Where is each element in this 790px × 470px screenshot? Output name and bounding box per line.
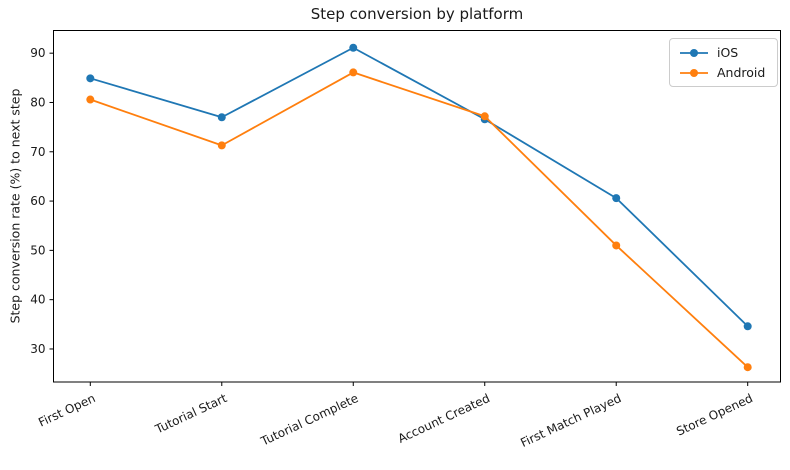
data-point-android xyxy=(612,241,621,250)
y-tick-label: 60 xyxy=(30,194,45,208)
data-point-ios xyxy=(612,194,621,203)
y-tick-label: 40 xyxy=(30,293,45,307)
x-tick-label: Tutorial Complete xyxy=(258,391,361,449)
y-axis-label: Step conversion rate (%) to next step xyxy=(7,88,23,324)
legend-item-android: Android xyxy=(679,65,767,80)
legend-line-marker-icon xyxy=(680,48,708,57)
x-tick-label: Account Created xyxy=(396,391,492,446)
axes-frame xyxy=(53,30,781,383)
data-point-ios xyxy=(217,113,226,122)
legend: iOS Android xyxy=(669,38,778,87)
x-tick-label: First Open xyxy=(36,391,97,430)
data-point-ios xyxy=(349,43,358,52)
y-tick-label: 90 xyxy=(30,46,45,60)
data-point-android xyxy=(86,95,95,104)
legend-label-ios: iOS xyxy=(717,45,739,60)
x-tick-label: Tutorial Start xyxy=(152,391,229,437)
x-tick-label: Store Opened xyxy=(674,391,755,439)
series-line-android xyxy=(89,71,749,369)
y-tick-label: 80 xyxy=(30,95,45,109)
y-tick-label: 30 xyxy=(30,342,45,356)
data-point-ios xyxy=(86,74,95,83)
data-point-android xyxy=(480,112,489,121)
data-point-android xyxy=(217,141,226,150)
y-tick-label: 70 xyxy=(30,145,45,159)
y-tick-label: 50 xyxy=(30,243,45,257)
x-tick-label: First Match Played xyxy=(518,391,623,450)
legend-label-android: Android xyxy=(717,65,766,80)
legend-item-ios: iOS xyxy=(679,45,767,60)
legend-line-marker-icon xyxy=(680,68,708,77)
data-point-android xyxy=(743,363,752,372)
data-point-android xyxy=(349,68,358,77)
data-point-ios xyxy=(743,322,752,331)
chart-title: Step conversion by platform xyxy=(310,5,524,23)
series-line-ios xyxy=(89,46,749,328)
